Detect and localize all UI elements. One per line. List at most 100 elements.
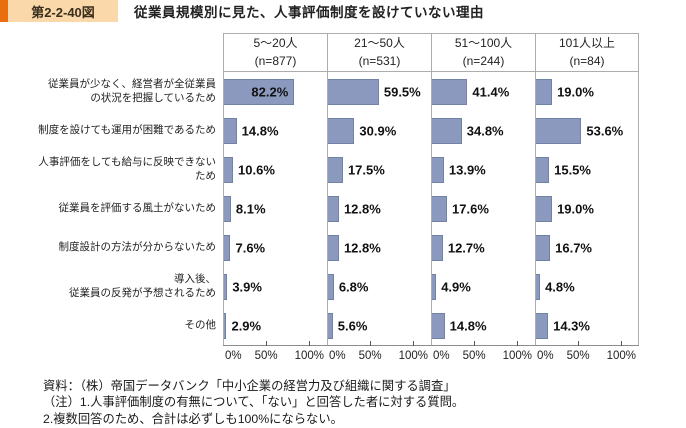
axis-tick: [370, 341, 372, 346]
bar-cell: 6.8%: [327, 267, 431, 306]
value-label: 14.8%: [449, 318, 487, 333]
value-label: 19.0%: [557, 84, 594, 99]
row-label: 導入後、 従業員の反発が予想されるため: [69, 272, 216, 299]
bar: [328, 117, 355, 144]
bar-cell: 13.9%: [431, 150, 535, 189]
bar: [224, 78, 295, 105]
value-label: 3.9%: [232, 279, 262, 294]
bar-cell: 12.7%: [431, 228, 535, 267]
axis-tick: [266, 341, 268, 346]
value-label: 82.2%: [251, 84, 289, 99]
bar: [536, 195, 553, 222]
value-label: 5.6%: [337, 318, 368, 333]
bar: [536, 117, 582, 144]
bar-cell: 59.5%: [327, 72, 431, 111]
bar-cell: 10.6%: [223, 150, 327, 189]
bar-cell: 3.9%: [223, 267, 327, 306]
bar: [328, 312, 333, 339]
row-label: 制度を設けても運用が困難であるため: [38, 123, 216, 136]
value-label: 14.3%: [553, 318, 590, 333]
panel-size-label: 21〜50人: [354, 36, 405, 51]
value-label: 12.8%: [343, 240, 381, 255]
bar-cell: 82.2%: [223, 72, 327, 111]
axis-tick-label: 0%: [329, 350, 346, 362]
axis-tick: [621, 341, 623, 346]
bar: [432, 312, 445, 339]
value-label: 13.9%: [448, 162, 486, 177]
panel-header: 101人以上 (n=84): [535, 33, 639, 72]
axis-tick-label: 0%: [537, 350, 554, 362]
axis-tick: [413, 341, 415, 346]
axis-tick-label: 100%: [502, 350, 533, 362]
axis-tick-label: 100%: [294, 350, 325, 362]
panel-n-label: (n=84): [569, 53, 605, 68]
panel-n-label: (n=877): [254, 53, 297, 68]
panel-header: 51〜100人 (n=244): [431, 33, 535, 72]
value-label: 4.9%: [441, 279, 471, 294]
figure-header: 第2-2-40図 従業員規模別に見た、人事評価制度を設けていない理由: [0, 0, 686, 22]
value-label: 4.8%: [545, 279, 575, 294]
figure-tag: 第2-2-40図: [8, 0, 118, 22]
bar: [432, 78, 468, 105]
bar-cell: 19.0%: [535, 189, 639, 228]
panel-size-label: 101人以上: [558, 36, 616, 51]
value-label: 17.6%: [452, 201, 489, 216]
bar-cell: 14.8%: [431, 306, 535, 345]
bar-cell: 12.8%: [327, 228, 431, 267]
row-label: 人事評価をしても給与に反映できない ため: [38, 155, 216, 182]
value-label: 34.8%: [466, 123, 504, 138]
value-label: 15.5%: [554, 162, 591, 177]
bar-cell: 4.9%: [431, 267, 535, 306]
bar: [224, 273, 228, 300]
bar: [536, 156, 550, 183]
axis-tick-label: 50%: [358, 350, 382, 362]
axis-cell: 0% 50% 100%: [431, 341, 535, 369]
axis-tick: [517, 341, 519, 346]
chart-grid: 5〜20人 (n=877) 21〜50人 (n=531) 51〜100人 (n=244) 1…: [30, 33, 686, 369]
bar-cell: 30.9%: [327, 111, 431, 150]
bar-cell: 12.8%: [327, 189, 431, 228]
bar-cell: 41.4%: [431, 72, 535, 111]
bar: [224, 234, 231, 261]
value-label: 41.4%: [472, 84, 510, 99]
axis-tick-label: 50%: [254, 350, 278, 362]
bar: [328, 234, 339, 261]
bar-cell: 15.5%: [535, 150, 639, 189]
bar-cell: 2.9%: [223, 306, 327, 345]
axis-tick-label: 100%: [398, 350, 429, 362]
value-label: 53.6%: [586, 123, 624, 138]
row-label: 従業員を評価する風土がないため: [58, 201, 217, 214]
bar-cell: 34.8%: [431, 111, 535, 150]
bar-cell: 4.8%: [535, 267, 639, 306]
header-accent-bar: [0, 0, 8, 22]
value-label: 12.8%: [343, 201, 381, 216]
bar: [328, 195, 339, 222]
axis-cell: 0% 50% 100%: [327, 341, 431, 369]
value-label: 8.1%: [235, 201, 266, 216]
bar-cell: 53.6%: [535, 111, 639, 150]
panel-header: 21〜50人 (n=531): [327, 33, 431, 72]
chart-corner: [30, 33, 223, 72]
panel-size-label: 5〜20人: [253, 36, 298, 51]
value-label: 14.8%: [241, 123, 279, 138]
value-label: 12.7%: [447, 240, 485, 255]
axis-tick: [309, 341, 311, 346]
axis-tick-label: 50%: [566, 350, 590, 362]
bar: [328, 273, 334, 300]
bar: [328, 156, 343, 183]
bar: [432, 195, 448, 222]
axis-tick-label: 50%: [462, 350, 486, 362]
bar-cell: 19.0%: [535, 72, 639, 111]
bar: [224, 195, 231, 222]
bar: [224, 312, 227, 339]
bar: [328, 78, 379, 105]
bar-cell: 14.8%: [223, 111, 327, 150]
axis-cell: 0% 50% 100%: [535, 341, 639, 369]
bar-cell: 7.6%: [223, 228, 327, 267]
note-2: 2.複数回答のため、合計は必ずしも100%にならない。: [43, 411, 343, 426]
bar-cell: 17.5%: [327, 150, 431, 189]
bar: [536, 312, 549, 339]
bar: [224, 156, 234, 183]
bar: [432, 273, 437, 300]
axis-tick: [474, 341, 476, 346]
